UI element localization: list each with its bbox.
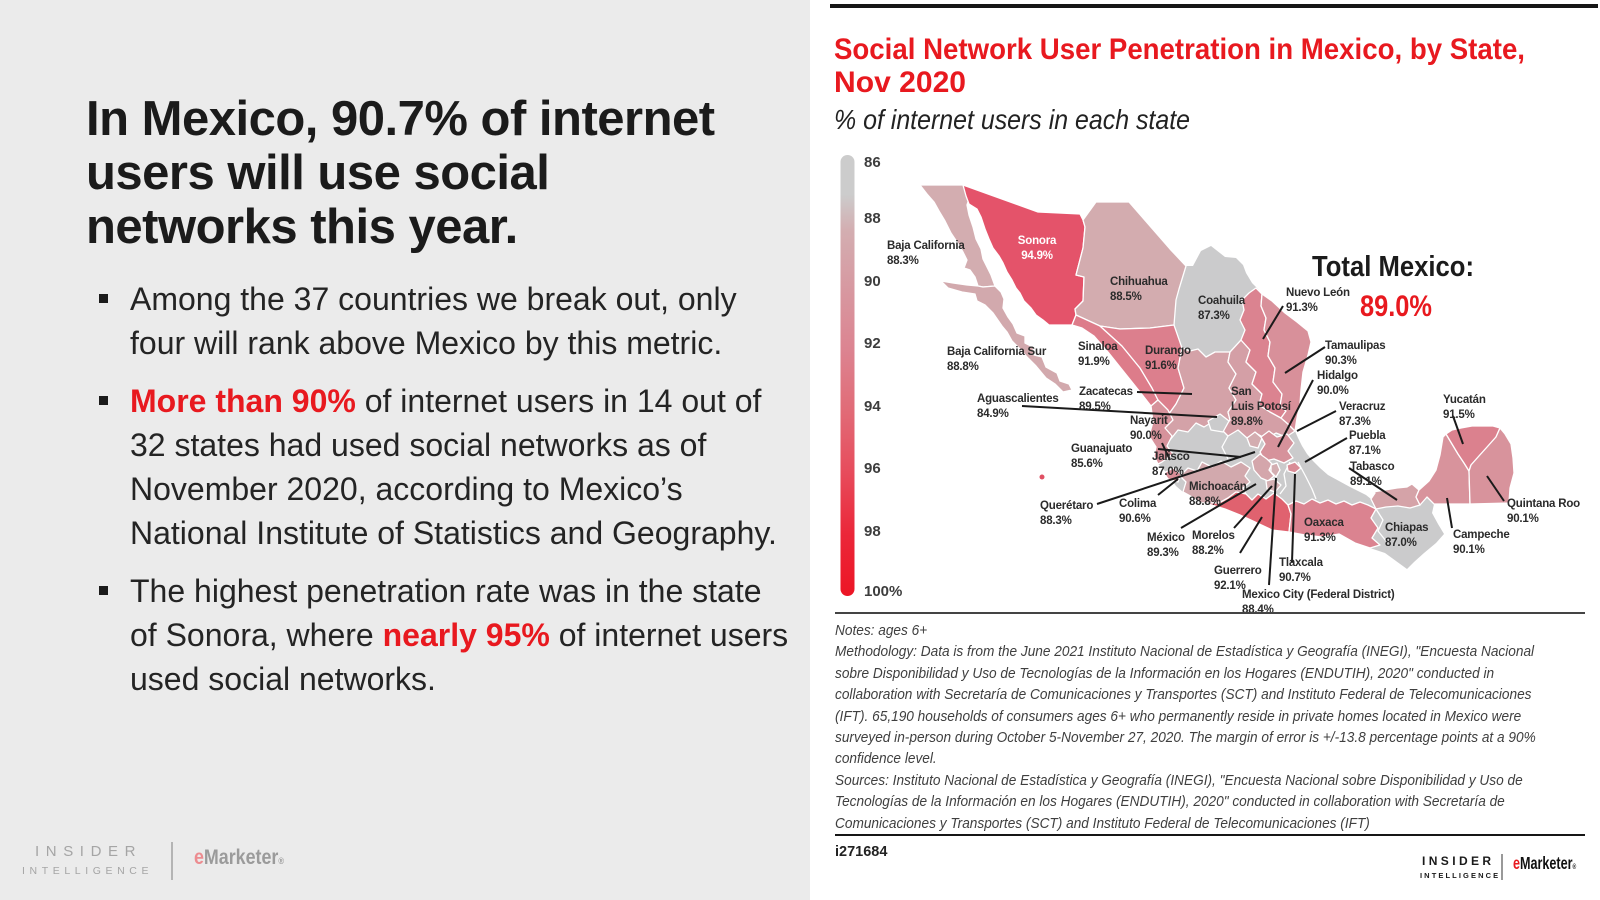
svg-text:88.3%: 88.3% <box>887 255 919 267</box>
svg-text:Tlaxcala: Tlaxcala <box>1279 557 1324 569</box>
svg-text:Baja California: Baja California <box>887 240 965 252</box>
svg-text:Nov 2020: Nov 2020 <box>834 66 966 99</box>
svg-text:Nuevo León: Nuevo León <box>1286 287 1350 299</box>
svg-text:89.1%: 89.1% <box>1350 476 1382 488</box>
svg-text:88.4%: 88.4% <box>1242 604 1274 616</box>
svg-text:90.1%: 90.1% <box>1453 544 1485 556</box>
svg-text:87.3%: 87.3% <box>1339 416 1371 428</box>
svg-text:Campeche: Campeche <box>1453 529 1510 541</box>
svg-text:89.3%: 89.3% <box>1147 547 1179 559</box>
svg-text:Total Mexico:: Total Mexico: <box>1312 251 1474 283</box>
svg-text:90.6%: 90.6% <box>1119 513 1151 525</box>
svg-text:Tabasco: Tabasco <box>1350 461 1395 473</box>
svg-text:90.1%: 90.1% <box>1507 513 1539 525</box>
svg-text:90.3%: 90.3% <box>1325 355 1357 367</box>
svg-text:Yucatán: Yucatán <box>1443 394 1486 406</box>
svg-text:91.6%: 91.6% <box>1145 360 1177 372</box>
svg-text:Oaxaca: Oaxaca <box>1304 517 1345 529</box>
svg-text:88.5%: 88.5% <box>1110 291 1142 303</box>
svg-text:90: 90 <box>864 273 881 290</box>
svg-text:Nayarit: Nayarit <box>1130 415 1168 427</box>
svg-text:México: México <box>1147 532 1185 544</box>
svg-text:Baja California Sur: Baja California Sur <box>947 346 1047 358</box>
svg-text:Sonora: Sonora <box>1018 235 1057 247</box>
svg-text:90.7%: 90.7% <box>1279 572 1311 584</box>
svg-text:% of internet users in each st: % of internet users in each state <box>834 104 1190 135</box>
svg-text:89.5%: 89.5% <box>1079 401 1111 413</box>
svg-text:Querétaro: Querétaro <box>1040 500 1093 512</box>
svg-text:90.0%: 90.0% <box>1130 430 1162 442</box>
svg-text:Veracruz: Veracruz <box>1339 401 1386 413</box>
svg-text:Michoacán: Michoacán <box>1189 481 1247 493</box>
svg-text:Chiapas: Chiapas <box>1385 522 1428 534</box>
svg-text:88.3%: 88.3% <box>1040 515 1072 527</box>
svg-text:92.1%: 92.1% <box>1214 580 1246 592</box>
svg-text:Chihuahua: Chihuahua <box>1110 276 1168 288</box>
svg-text:87.3%: 87.3% <box>1198 310 1230 322</box>
svg-text:85.6%: 85.6% <box>1071 458 1103 470</box>
svg-text:84.9%: 84.9% <box>977 408 1009 420</box>
svg-text:90.0%: 90.0% <box>1317 385 1349 397</box>
svg-text:Guanajuato: Guanajuato <box>1071 443 1132 455</box>
svg-text:Zacatecas: Zacatecas <box>1079 386 1133 398</box>
svg-text:San: San <box>1231 386 1252 398</box>
svg-text:Hidalgo: Hidalgo <box>1317 370 1358 382</box>
svg-text:88.8%: 88.8% <box>947 361 979 373</box>
svg-text:Quintana Roo: Quintana Roo <box>1507 498 1580 510</box>
svg-text:Aguascalientes: Aguascalientes <box>977 393 1059 405</box>
svg-text:86: 86 <box>864 154 881 171</box>
svg-text:Morelos: Morelos <box>1192 530 1235 542</box>
svg-text:Luis Potosí: Luis Potosí <box>1231 401 1292 413</box>
svg-text:Colima: Colima <box>1119 498 1157 510</box>
svg-text:Jalisco: Jalisco <box>1152 451 1190 463</box>
svg-text:92: 92 <box>864 335 881 352</box>
svg-text:91.3%: 91.3% <box>1304 532 1336 544</box>
svg-text:88.2%: 88.2% <box>1192 545 1224 557</box>
svg-text:87.0%: 87.0% <box>1152 466 1184 478</box>
svg-text:94.9%: 94.9% <box>1021 250 1053 262</box>
svg-text:Mexico City (Federal District): Mexico City (Federal District) <box>1242 589 1395 601</box>
svg-text:89.0%: 89.0% <box>1360 290 1432 323</box>
svg-text:87.0%: 87.0% <box>1385 537 1417 549</box>
svg-text:91.3%: 91.3% <box>1286 302 1318 314</box>
svg-text:88: 88 <box>864 210 881 227</box>
svg-text:87.1%: 87.1% <box>1349 445 1381 457</box>
svg-text:Guerrero: Guerrero <box>1214 565 1262 577</box>
svg-text:Coahuila: Coahuila <box>1198 295 1246 307</box>
svg-text:88.8%: 88.8% <box>1189 496 1221 508</box>
svg-text:98: 98 <box>864 523 881 540</box>
svg-text:100%: 100% <box>864 583 902 600</box>
svg-text:Sinaloa: Sinaloa <box>1078 341 1118 353</box>
svg-text:89.8%: 89.8% <box>1231 416 1263 428</box>
svg-text:91.5%: 91.5% <box>1443 409 1475 421</box>
svg-text:Social Network User Penetratio: Social Network User Penetration in Mexic… <box>834 33 1525 66</box>
svg-text:Puebla: Puebla <box>1349 430 1386 442</box>
svg-text:Durango: Durango <box>1145 345 1191 357</box>
svg-text:94: 94 <box>864 398 881 415</box>
svg-text:91.9%: 91.9% <box>1078 356 1110 368</box>
svg-text:96: 96 <box>864 460 881 477</box>
svg-text:Tamaulipas: Tamaulipas <box>1325 340 1385 352</box>
